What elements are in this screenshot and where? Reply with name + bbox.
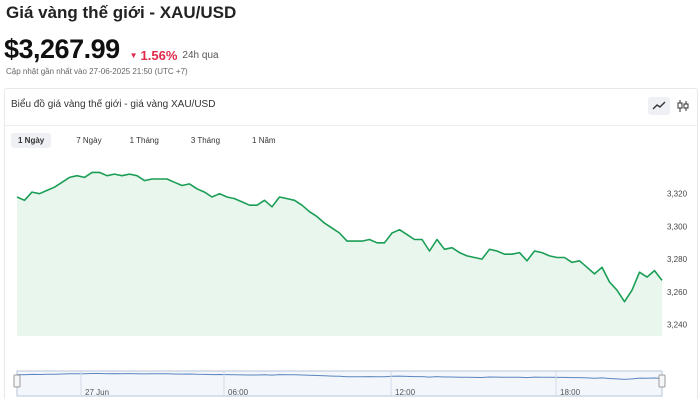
chart-card: Biểu đồ giá vàng thế giới - giá vàng XAU… xyxy=(4,88,698,399)
line-chart-button[interactable] xyxy=(648,97,670,115)
price-area xyxy=(17,172,662,336)
candlestick-icon xyxy=(677,100,689,112)
y-tick-label: 3,320 xyxy=(667,190,688,199)
navigator-left-handle[interactable] xyxy=(13,374,21,388)
current-price: $3,267.99 xyxy=(4,34,120,64)
price-row: $3,267.99 ▼ 1.56% 24h qua xyxy=(4,34,219,65)
line-chart-icon xyxy=(652,101,666,110)
navigator-right-handle[interactable] xyxy=(658,374,666,388)
y-tick-label: 3,280 xyxy=(667,255,688,264)
price-line xyxy=(16,171,663,303)
tab-1-month[interactable]: 1 Tháng xyxy=(129,136,159,145)
candlestick-button[interactable] xyxy=(672,97,694,115)
navigator-tick-label: 06:00 xyxy=(228,388,249,397)
card-divider xyxy=(5,125,697,126)
chart-type-toggle xyxy=(648,97,694,115)
tab-7-days[interactable]: 7 Ngày xyxy=(76,136,102,145)
navigator-tick-label: 12:00 xyxy=(395,388,416,397)
tab-3-months[interactable]: 3 Tháng xyxy=(190,136,221,145)
page-title: Giá vàng thế giới - XAU/USD xyxy=(6,3,237,22)
chart-title: Biểu đồ giá vàng thế giới - giá vàng XAU… xyxy=(11,99,216,110)
navigator-tick-label: 27 Jun xyxy=(85,388,109,397)
navigator-tick-label: 18:00 xyxy=(560,388,581,397)
last-updated: Cập nhật gần nhất vào 27-06-2025 21:50 (… xyxy=(6,67,188,76)
tab-1-day[interactable]: 1 Ngày xyxy=(11,133,52,148)
y-tick-label: 3,300 xyxy=(667,222,688,231)
tab-1-year[interactable]: 1 Năm xyxy=(252,136,276,145)
range-tabs: 1 Ngày 7 Ngày 1 Tháng 3 Tháng 1 Năm xyxy=(11,133,283,148)
change-period: 24h qua xyxy=(182,50,219,61)
price-chart: 3,320 3,300 3,280 3,260 3,240 27 Jun 06:00 12:0… xyxy=(13,171,688,397)
y-tick-label: 3,240 xyxy=(667,321,688,330)
price-change-badge: ▼ 1.56% 24h qua xyxy=(130,48,219,63)
price-change-value: 1.56% xyxy=(140,48,178,63)
triangle-down-icon: ▼ xyxy=(129,51,138,60)
y-tick-label: 3,260 xyxy=(667,288,688,297)
navigator-line xyxy=(16,373,663,380)
